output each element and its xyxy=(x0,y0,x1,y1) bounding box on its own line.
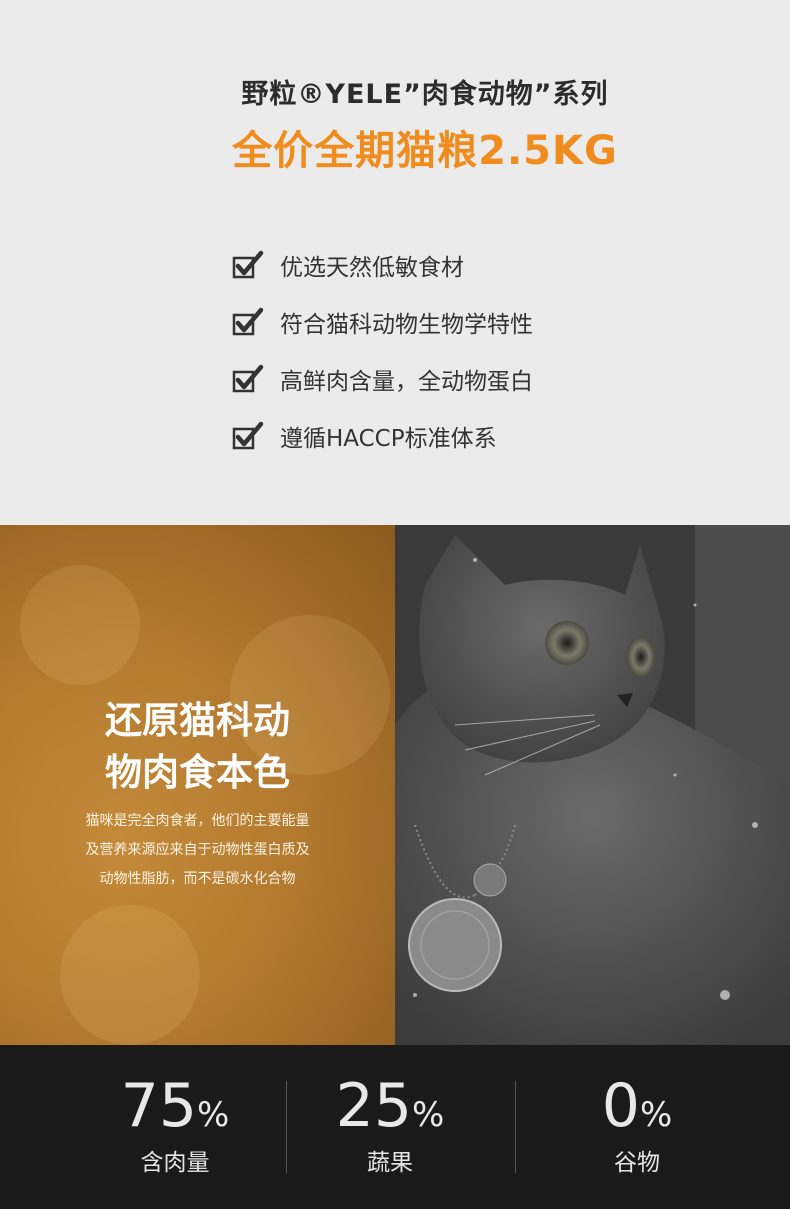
stat-unit: % xyxy=(639,1095,673,1135)
stat-number: 75 xyxy=(120,1071,198,1141)
story-description-line: 及营养来源应来自于动物性蛋白质及 xyxy=(85,842,310,858)
stat-label: 蔬果 xyxy=(367,1150,413,1176)
stat-unit: % xyxy=(412,1095,445,1135)
product-title: 全价全期猫粮2.5KG xyxy=(232,128,618,174)
feature-item: 遵循HACCP标准体系 xyxy=(232,407,533,464)
story-description: 猫咪是完全肉食者，他们的主要能量 及营养来源应来自于动物性蛋白质及 动物性脂肪，… xyxy=(0,807,395,894)
stat-divider xyxy=(515,1081,516,1173)
feature-text: 高鲜肉含量，全动物蛋白 xyxy=(280,368,533,395)
checkbox-check-icon xyxy=(232,307,264,335)
cat-photo xyxy=(395,525,790,1045)
stat-label: 含肉量 xyxy=(140,1150,210,1176)
header-section: 野粒®YELE”肉食动物”系列 全价全期猫粮2.5KG 优选天然低敏食材 符合猫… xyxy=(0,0,790,525)
story-text-panel: 还原猫科动 物肉食本色 猫咪是完全肉食者，他们的主要能量 及营养来源应来自于动物… xyxy=(0,525,395,1045)
story-heading-line: 物肉食本色 xyxy=(105,751,290,794)
bokeh-decoration xyxy=(230,615,390,775)
checkbox-check-icon xyxy=(232,421,264,449)
story-description-line: 动物性脂肪，而不是碳水化合物 xyxy=(99,871,296,887)
stat-unit: % xyxy=(197,1095,230,1135)
feature-item: 优选天然低敏食材 xyxy=(232,236,533,293)
stat-vegetables: 25% 蔬果 xyxy=(275,1073,505,1178)
stat-grains: 0% 谷物 xyxy=(522,1073,752,1178)
stat-value: 75% xyxy=(60,1073,290,1148)
cat-illustration xyxy=(395,525,790,1045)
story-description-line: 猫咪是完全肉食者，他们的主要能量 xyxy=(85,813,310,829)
feature-text: 遵循HACCP标准体系 xyxy=(280,425,497,452)
checkbox-check-icon xyxy=(232,364,264,392)
feature-item: 高鲜肉含量，全动物蛋白 xyxy=(232,350,533,407)
feature-list: 优选天然低敏食材 符合猫科动物生物学特性 高鲜肉含量，全动物蛋白 遵循HACCP… xyxy=(232,236,533,464)
checkbox-check-icon xyxy=(232,250,264,278)
story-heading: 还原猫科动 物肉食本色 xyxy=(0,695,395,799)
product-series-subtitle: 野粒®YELE”肉食动物”系列 xyxy=(241,79,609,110)
stat-number: 25 xyxy=(335,1071,413,1141)
stat-meat: 75% 含肉量 xyxy=(60,1073,290,1178)
bokeh-decoration xyxy=(20,565,140,685)
bokeh-decoration xyxy=(60,905,200,1045)
stat-value: 0% xyxy=(522,1073,752,1148)
stat-value: 25% xyxy=(275,1073,505,1148)
stat-divider xyxy=(286,1081,287,1173)
feature-text: 符合猫科动物生物学特性 xyxy=(280,311,533,338)
feature-text: 优选天然低敏食材 xyxy=(280,254,464,281)
feature-item: 符合猫科动物生物学特性 xyxy=(232,293,533,350)
stat-label: 谷物 xyxy=(614,1150,660,1176)
story-heading-line: 还原猫科动 xyxy=(105,699,290,742)
composition-stats: 75% 含肉量 25% 蔬果 0% 谷物 xyxy=(0,1045,790,1209)
stat-number: 0 xyxy=(601,1071,640,1141)
brand-story-section: 还原猫科动 物肉食本色 猫咪是完全肉食者，他们的主要能量 及营养来源应来自于动物… xyxy=(0,525,790,1045)
